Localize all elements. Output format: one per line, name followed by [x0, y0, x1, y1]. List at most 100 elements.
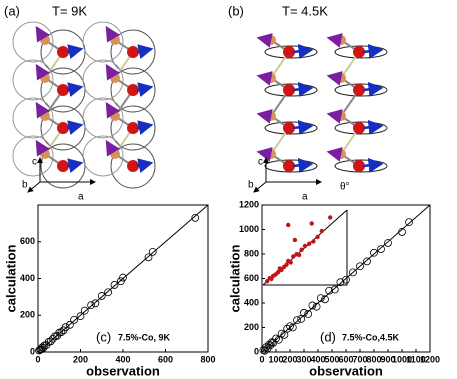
atom-fe [283, 160, 295, 172]
point [363, 257, 371, 266]
atom-fe [127, 46, 139, 58]
point [119, 273, 127, 282]
point [300, 308, 308, 317]
y-tick-label: 0 [254, 346, 259, 356]
spin-arrow [66, 120, 84, 135]
point [356, 262, 364, 271]
y-tick-label: 600 [244, 273, 259, 283]
x-tick-label: 500 [324, 354, 339, 364]
y-tick-label: 1200 [239, 199, 259, 209]
spin-arrow [66, 82, 84, 97]
point [148, 247, 157, 256]
x-tick-label: 800 [366, 354, 381, 364]
point [398, 228, 406, 236]
panel-note: 7.5%-Co,4.5K [342, 332, 400, 342]
spin-arrow [105, 139, 120, 157]
orbit [334, 45, 388, 59]
orbit [82, 59, 124, 101]
axis-a: a [302, 192, 308, 203]
orbit [110, 29, 156, 75]
orbit [264, 159, 318, 173]
atom-fe [57, 46, 69, 58]
inset-point [309, 221, 314, 226]
inset-point [292, 237, 298, 243]
orbit [110, 143, 156, 189]
spin-arrow [66, 158, 84, 173]
point [260, 346, 269, 355]
panel-note: 7.5%-Co, 9K [118, 332, 171, 342]
x-tick-label: 200 [282, 354, 297, 364]
spin-arrow [66, 44, 84, 59]
x-axis-label: observation [309, 363, 383, 378]
orbit [264, 45, 318, 59]
inset-point [291, 254, 296, 259]
spin-arrow [362, 43, 384, 59]
spin-arrow [326, 109, 343, 124]
spin-arrow [256, 109, 273, 124]
x-tick-label: 400 [310, 354, 325, 364]
inset-point [311, 239, 316, 244]
inset-point [288, 260, 293, 265]
identity-line [261, 204, 431, 353]
inset-frame [263, 210, 348, 286]
y-tick-label: 800 [244, 248, 259, 258]
inset-point [286, 222, 291, 228]
panel-label: (c) [96, 329, 111, 344]
spin-arrow [362, 157, 384, 173]
spin-arrow [256, 147, 273, 162]
atom-fe [353, 122, 365, 134]
point [76, 312, 85, 321]
temperature: T= 9K [52, 3, 87, 18]
orbit [82, 21, 124, 63]
spin-arrow [326, 71, 343, 86]
y-tick-label: 0 [30, 346, 35, 356]
inset-point [275, 270, 281, 275]
panel-label: (b) [228, 3, 244, 18]
temperature: T= 4.5K [282, 3, 328, 18]
inset-point [279, 267, 284, 273]
orbit [264, 83, 318, 97]
x-tick-label: 400 [115, 354, 130, 364]
point [377, 245, 385, 254]
inset-point [265, 279, 270, 284]
point [46, 337, 55, 346]
orbit [334, 121, 388, 135]
point [370, 248, 378, 257]
spin-arrow [326, 33, 343, 48]
spin-arrow [292, 157, 314, 173]
spin-arrow [256, 33, 273, 48]
y-tick-label: 200 [244, 322, 259, 332]
point [116, 277, 125, 286]
point [65, 320, 74, 329]
orbit [82, 135, 124, 177]
orbit [110, 67, 156, 113]
point [330, 285, 339, 294]
orbit [334, 159, 388, 173]
orbit [12, 21, 54, 63]
orbit [82, 97, 124, 139]
point [312, 302, 321, 311]
point [325, 286, 334, 295]
inset-point [319, 228, 324, 234]
orbit [12, 59, 54, 101]
inset-point [328, 215, 333, 220]
spin-arrow [326, 147, 343, 162]
axis-c: c [258, 157, 263, 168]
point [262, 343, 271, 352]
axis-b: b [248, 180, 254, 191]
atom-fe [57, 122, 69, 134]
x-tick-label: 300 [296, 354, 311, 364]
inset-point [284, 262, 289, 267]
atom-fe [353, 160, 365, 172]
inset-point [307, 241, 312, 246]
spin-arrow [35, 63, 50, 81]
point [57, 328, 66, 337]
x-axis-label: observation [86, 363, 160, 378]
spin-arrow [136, 44, 154, 59]
x-tick-label: 100 [268, 354, 283, 364]
inset-point [296, 252, 302, 258]
structure-panels [12, 21, 388, 193]
axis-b: b [22, 180, 28, 191]
atom-fe [127, 84, 139, 96]
point [349, 268, 357, 277]
